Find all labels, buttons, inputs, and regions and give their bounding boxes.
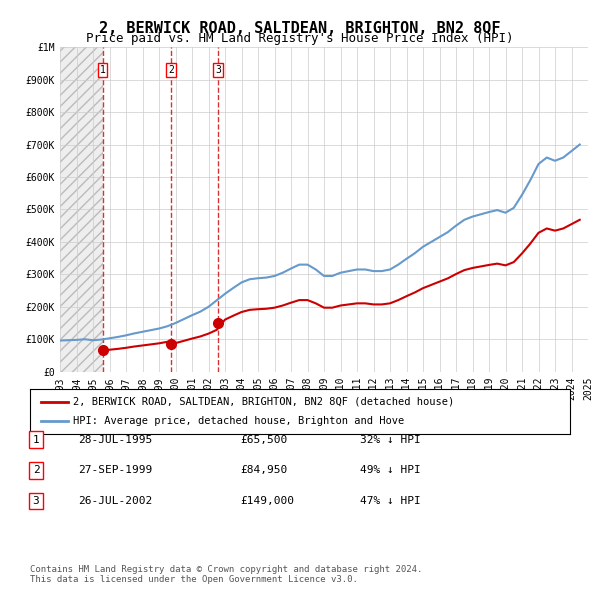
- Text: 28-JUL-1995: 28-JUL-1995: [78, 435, 152, 444]
- Text: 1: 1: [32, 435, 40, 444]
- Text: 32% ↓ HPI: 32% ↓ HPI: [360, 435, 421, 444]
- Text: 47% ↓ HPI: 47% ↓ HPI: [360, 496, 421, 506]
- Text: Contains HM Land Registry data © Crown copyright and database right 2024.
This d: Contains HM Land Registry data © Crown c…: [30, 565, 422, 584]
- Text: 26-JUL-2002: 26-JUL-2002: [78, 496, 152, 506]
- Bar: [60, 47, 103, 372]
- Text: 49% ↓ HPI: 49% ↓ HPI: [360, 466, 421, 475]
- Text: 27-SEP-1999: 27-SEP-1999: [78, 466, 152, 475]
- Text: 2: 2: [32, 466, 40, 475]
- Text: 1: 1: [100, 65, 106, 75]
- Text: 2, BERWICK ROAD, SALTDEAN, BRIGHTON, BN2 8QF: 2, BERWICK ROAD, SALTDEAN, BRIGHTON, BN2…: [99, 21, 501, 35]
- Text: 3: 3: [32, 496, 40, 506]
- Text: Price paid vs. HM Land Registry's House Price Index (HPI): Price paid vs. HM Land Registry's House …: [86, 32, 514, 45]
- Text: £84,950: £84,950: [240, 466, 287, 475]
- Text: 2: 2: [168, 65, 174, 75]
- Text: HPI: Average price, detached house, Brighton and Hove: HPI: Average price, detached house, Brig…: [73, 417, 404, 426]
- Text: £65,500: £65,500: [240, 435, 287, 444]
- Text: 3: 3: [215, 65, 221, 75]
- Text: £149,000: £149,000: [240, 496, 294, 506]
- Text: 2, BERWICK ROAD, SALTDEAN, BRIGHTON, BN2 8QF (detached house): 2, BERWICK ROAD, SALTDEAN, BRIGHTON, BN2…: [73, 397, 454, 407]
